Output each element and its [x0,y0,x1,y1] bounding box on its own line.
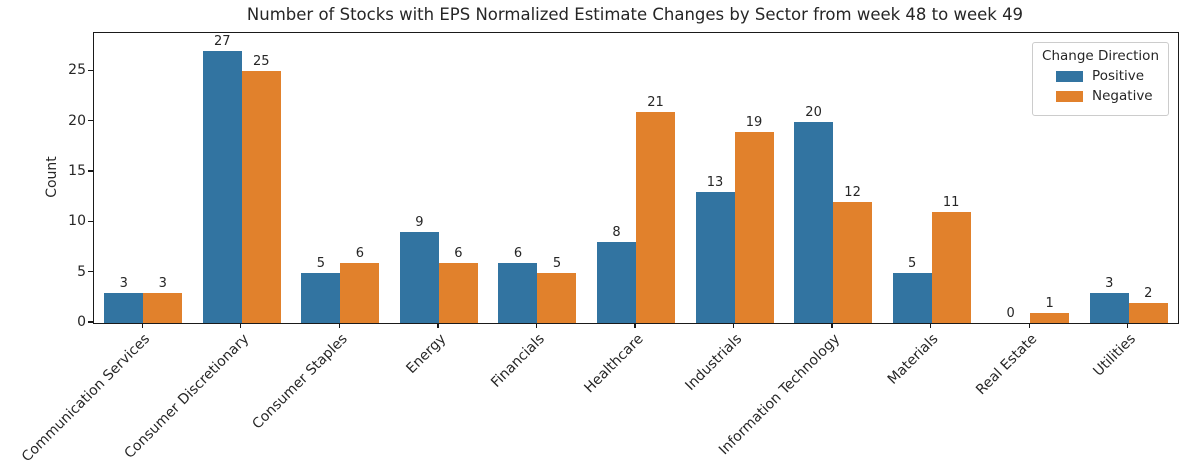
x-tick-mark [141,323,143,329]
legend-entry-label: Positive [1092,68,1145,84]
y-tick-mark [88,69,93,71]
x-tick-label-text: Financials [487,331,548,391]
bar-positive [794,121,834,323]
legend-swatch-icon [1056,90,1084,102]
bar-negative [438,262,478,323]
x-tick-mark [338,323,340,329]
x-tick-label-text: Industrials [681,331,745,394]
bar-value-label: 13 [706,175,724,191]
bar-value-label: 1 [1045,295,1054,311]
bar-negative [143,292,183,323]
y-tick-label: 15 [68,162,86,179]
bar-negative [537,272,577,323]
bar-positive [301,272,341,323]
legend-entry-negative: Negative [1056,88,1159,104]
y-tick-mark [88,321,93,323]
bar-value-label: 19 [745,114,763,130]
bar-value-label: 27 [214,34,231,50]
bar-positive [597,242,636,323]
bar-negative [734,131,774,323]
bar-value-label: 20 [805,104,822,120]
bar-negative [833,202,873,323]
legend: Change Direction Positive Negative [1032,42,1169,116]
x-tick-mark [831,323,833,329]
bar-value-label: 5 [907,255,917,271]
legend-entry-label: Negative [1092,88,1153,104]
bar-value-label: 6 [513,245,523,261]
bar-value-label: 3 [119,275,128,291]
plot-area: Change Direction Positive Negative 3 3 27 25… [93,32,1179,324]
bar-value-label: 6 [454,245,463,261]
bar-value-label: 3 [1105,275,1114,291]
bar-positive [104,292,144,323]
bar-negative [1030,312,1070,323]
y-tick-label: 0 [77,314,86,330]
y-tick-label: 25 [68,62,86,79]
bar-value-label: 12 [844,185,861,201]
x-tick-label-text: Energy [403,331,450,377]
bar-value-label: 11 [942,195,960,211]
x-tick-mark [437,323,439,329]
y-tick-mark [88,119,93,122]
y-tick-mark [88,271,93,273]
x-tick-label-text: Consumer Staples [249,331,351,433]
bar-positive [695,192,735,323]
bar-positive [202,51,242,323]
x-tick-mark [535,323,538,329]
bar-negative [1128,302,1168,323]
x-tick-label-text: Materials [885,331,942,388]
bar-value-label: 9 [415,215,424,231]
x-tick-label-text: Real Estate [973,331,1041,399]
bar-positive [1089,292,1129,323]
bar-value-label: 21 [647,94,664,110]
legend-entries: Positive Negative [1042,68,1159,104]
x-tick-mark [929,323,932,329]
y-tick-label: 20 [68,112,86,129]
bar-value-label: 3 [158,275,167,291]
y-tick-mark [88,170,93,172]
y-tick-mark [88,220,93,222]
bar-value-label: 5 [552,255,562,271]
bar-negative [241,71,281,323]
x-tick-mark [1028,323,1030,329]
bar-value-label: 8 [612,225,621,241]
bar-value-label: 2 [1144,285,1153,301]
bar-value-label: 0 [1006,306,1015,321]
bar-negative [636,111,675,323]
legend-entry-positive: Positive [1056,68,1159,84]
y-tick-label: 5 [77,263,86,280]
bar-value-label: 25 [253,54,270,70]
bar-negative [931,212,971,323]
x-tick-mark [634,323,636,329]
bar-value-label: 6 [355,245,364,261]
x-tick-mark [1127,323,1129,329]
bar-value-label: 5 [316,255,325,271]
legend-swatch-icon [1056,70,1084,82]
bar-positive [892,272,932,323]
y-tick-label: 10 [68,213,86,230]
x-tick-mark [732,323,735,329]
bar-positive [498,262,538,323]
bar-positive [399,232,439,323]
bar-negative [340,262,380,323]
x-tick-label-text: Utilities [1090,331,1140,380]
legend-title: Change Direction [1042,48,1159,64]
chart-title: Number of Stocks with EPS Normalized Est… [246,5,1024,24]
x-tick-mark [240,323,242,329]
x-tick-label-text: Healthcare [581,331,647,397]
